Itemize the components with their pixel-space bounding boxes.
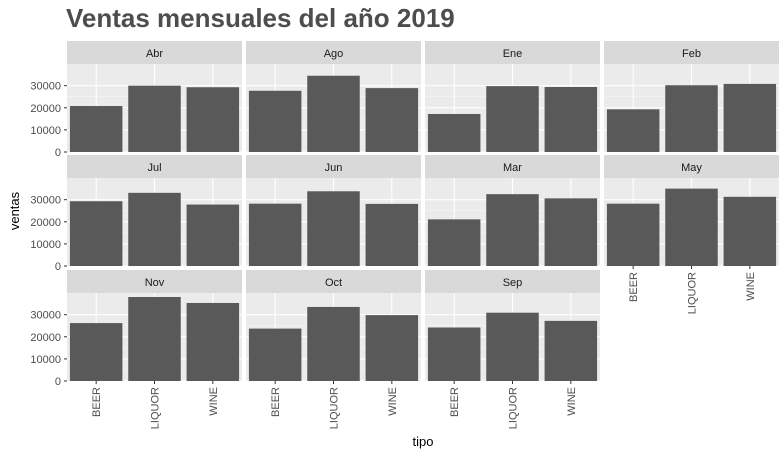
- x-axis-title: tipo: [413, 434, 434, 449]
- x-tick-label: WINE: [745, 272, 757, 301]
- facet-strip-abr: [67, 41, 242, 64]
- bar-mar-wine: [544, 198, 598, 266]
- bar-ene-beer: [427, 113, 481, 152]
- x-tick-label: BEER: [270, 387, 282, 417]
- x-tick-label: WINE: [208, 387, 220, 416]
- bar-sep-wine: [544, 320, 598, 381]
- facet-strip-jul: [67, 155, 242, 178]
- bar-nov-liquor: [128, 297, 181, 381]
- facet-label-abr: Abr: [146, 48, 163, 60]
- y-axis-title: ventas: [7, 191, 22, 230]
- bar-oct-beer: [248, 328, 302, 381]
- bar-ene-wine: [544, 87, 598, 152]
- y-tick-label: 30000: [30, 310, 61, 322]
- facet-strip-oct: [246, 270, 421, 293]
- bar-mar-beer: [427, 219, 481, 266]
- facet-strip-jun: [246, 155, 421, 178]
- facet-strip-ago: [246, 41, 421, 64]
- y-tick-label: 10000: [30, 125, 61, 137]
- bar-may-beer: [606, 203, 660, 266]
- bar-sep-liquor: [486, 312, 539, 381]
- bar-nov-beer: [69, 323, 123, 381]
- bar-oct-wine: [365, 315, 419, 381]
- bar-abr-liquor: [128, 85, 181, 152]
- y-tick-label: 0: [55, 261, 61, 273]
- bar-jul-beer: [69, 201, 123, 266]
- bar-mar-liquor: [486, 194, 539, 266]
- x-tick-label: BEER: [91, 387, 103, 417]
- facet-label-jun: Jun: [325, 162, 343, 174]
- facet-label-jul: Jul: [147, 162, 161, 174]
- bar-ene-liquor: [486, 86, 539, 152]
- bar-jun-beer: [248, 203, 302, 266]
- bar-jul-wine: [186, 204, 240, 266]
- x-tick-label: WINE: [387, 387, 399, 416]
- bar-ago-beer: [248, 90, 302, 152]
- bar-ago-liquor: [307, 75, 360, 152]
- bar-jun-liquor: [307, 191, 360, 266]
- facet-label-ene: Ene: [503, 48, 523, 60]
- y-tick-label: 20000: [30, 103, 61, 115]
- chart-title: Ventas mensuales del año 2019: [66, 3, 455, 33]
- facet-strip-may: [604, 155, 779, 178]
- facet-label-nov: Nov: [145, 277, 165, 289]
- x-tick-label: LIQUOR: [508, 387, 520, 429]
- facet-label-feb: Feb: [682, 48, 701, 60]
- bar-may-liquor: [665, 188, 718, 266]
- bar-abr-beer: [69, 106, 123, 152]
- x-tick-label: LIQUOR: [687, 272, 699, 314]
- y-tick-label: 0: [55, 147, 61, 159]
- y-tick-label: 30000: [30, 81, 61, 93]
- facet-label-oct: Oct: [325, 277, 342, 289]
- bar-ago-wine: [365, 88, 419, 152]
- facet-strip-nov: [67, 270, 242, 293]
- y-tick-label: 10000: [30, 239, 61, 251]
- y-tick-label: 10000: [30, 354, 61, 366]
- bar-may-wine: [723, 196, 777, 266]
- facet-label-mar: Mar: [503, 162, 522, 174]
- x-tick-label: LIQUOR: [150, 387, 162, 429]
- y-tick-label: 30000: [30, 195, 61, 207]
- facet-label-may: May: [681, 162, 702, 174]
- x-tick-label: BEER: [449, 387, 461, 417]
- bar-feb-beer: [606, 109, 660, 152]
- facet-strip-mar: [425, 155, 600, 178]
- facet-label-ago: Ago: [324, 48, 344, 60]
- bar-abr-wine: [186, 87, 240, 152]
- facet-label-sep: Sep: [503, 277, 523, 289]
- y-tick-label: 20000: [30, 332, 61, 344]
- x-tick-label: LIQUOR: [329, 387, 341, 429]
- y-tick-label: 20000: [30, 217, 61, 229]
- bar-nov-wine: [186, 302, 240, 381]
- bar-oct-liquor: [307, 306, 360, 381]
- x-tick-label: BEER: [628, 272, 640, 302]
- y-tick-label: 0: [55, 376, 61, 388]
- facet-strip-ene: [425, 41, 600, 64]
- bar-feb-wine: [723, 83, 777, 152]
- facet-strip-feb: [604, 41, 779, 64]
- facet-strip-sep: [425, 270, 600, 293]
- x-tick-label: WINE: [566, 387, 578, 416]
- bar-feb-liquor: [665, 85, 718, 152]
- bar-jul-liquor: [128, 192, 181, 266]
- bar-sep-beer: [427, 327, 481, 381]
- bar-jun-wine: [365, 203, 419, 266]
